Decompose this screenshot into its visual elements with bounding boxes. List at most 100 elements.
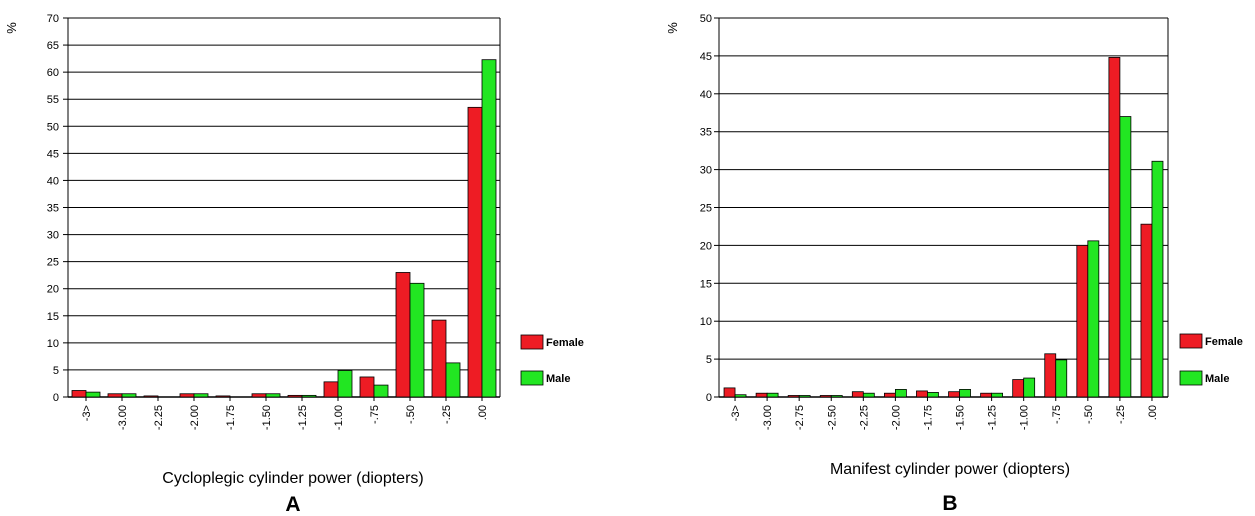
bar-male <box>1055 359 1068 398</box>
x-tick-label: -1.25 <box>297 405 309 430</box>
y-tick-label: 10 <box>700 316 712 328</box>
x-tick-label: -2.75 <box>794 405 806 430</box>
legend-swatch-female <box>1179 333 1203 349</box>
bar-female <box>1140 223 1153 398</box>
y-tick-label: 45 <box>700 51 712 63</box>
bar-female <box>287 394 303 398</box>
x-tick-label: -.75 <box>369 405 381 424</box>
bar-male <box>409 282 425 398</box>
x-axis-label: Cycloplegic cylinder power (diopters) <box>162 470 423 487</box>
bar-male <box>1087 240 1100 398</box>
bar-male <box>265 393 281 398</box>
bar-female <box>883 392 896 398</box>
bar-male <box>193 393 209 398</box>
bar-male <box>894 389 907 398</box>
x-tick-label: -2.50 <box>826 405 838 430</box>
x-tick-label: -1.25 <box>987 405 999 430</box>
bar-female <box>819 395 832 398</box>
x-tick-label: -1.00 <box>333 405 345 430</box>
bar-female <box>467 106 483 398</box>
x-tick-label: -.75 <box>1051 405 1063 424</box>
x-tick-label: -3.00 <box>117 405 129 430</box>
bar-male <box>337 370 353 398</box>
bar-male <box>830 395 843 398</box>
y-tick-label: 5 <box>706 354 712 366</box>
x-tick-label: .00 <box>1147 405 1159 420</box>
bar-female <box>143 395 159 398</box>
x-tick-label: -.25 <box>1115 405 1127 424</box>
bar-male <box>734 394 747 398</box>
bar-female <box>71 390 87 398</box>
bar-female <box>359 376 375 398</box>
y-tick-label: 10 <box>47 338 59 350</box>
y-tick-label: 40 <box>47 175 59 187</box>
y-tick-label: 50 <box>700 13 712 25</box>
bar-female <box>755 392 768 398</box>
legend-swatch-male <box>1179 370 1203 386</box>
panel-label: B <box>942 492 957 515</box>
y-tick-label: 15 <box>700 278 712 290</box>
bar-male <box>991 392 1004 398</box>
y-tick-label: 0 <box>53 392 59 404</box>
y-axis-label: % <box>665 22 680 34</box>
x-tick-label: -.50 <box>1083 405 1095 424</box>
y-tick-label: 45 <box>47 148 59 160</box>
y-tick-label: 35 <box>700 127 712 139</box>
x-tick-label: -1.50 <box>261 405 273 430</box>
bar-female <box>1044 353 1057 398</box>
bar-female <box>323 381 339 398</box>
bar-female <box>851 391 864 398</box>
legend-label-female: Female <box>546 337 584 349</box>
bar-male <box>862 392 875 398</box>
bar-male <box>798 395 811 398</box>
x-tick-label: -1.50 <box>955 405 967 430</box>
y-tick-label: 30 <box>47 230 59 242</box>
bar-male <box>445 362 461 398</box>
x-tick-label: -3> <box>81 405 93 421</box>
bar-male <box>1023 377 1036 398</box>
y-tick-label: 70 <box>47 13 59 25</box>
x-tick-label: -2.00 <box>890 405 902 430</box>
x-tick-label: -.50 <box>405 405 417 424</box>
chart-a: 0 5 10 15 20 25 30 35 40 45 50 55 60 65 70% -3> -3.00 -2.… <box>4 13 584 516</box>
y-tick-label: 20 <box>700 240 712 252</box>
y-tick-label: 20 <box>47 284 59 296</box>
x-tick-label: -3.00 <box>762 405 774 430</box>
panel-label: A <box>285 493 300 516</box>
y-tick-label: 35 <box>47 203 59 215</box>
bar-male <box>1151 160 1164 398</box>
bar-male <box>373 384 389 398</box>
x-tick-label: -2.25 <box>153 405 165 430</box>
x-tick-label: -2.00 <box>189 405 201 430</box>
bar-female <box>723 387 736 398</box>
bar-female <box>395 272 411 398</box>
bar-male <box>766 392 779 398</box>
chart-b: 0 5 10 15 20 25 30 35 40 45 50% -3> -3.00 -2.75 -2.50 -… <box>665 13 1243 515</box>
x-tick-label: -2.25 <box>858 405 870 430</box>
bar-female <box>107 393 123 398</box>
bar-female <box>251 393 267 398</box>
bar-female <box>916 390 928 398</box>
bar-male <box>927 392 939 398</box>
legend-swatch-female <box>520 334 544 350</box>
x-tick-label: -1.75 <box>922 405 934 430</box>
y-tick-label: 30 <box>700 165 712 177</box>
y-tick-label: 25 <box>47 257 59 269</box>
bar-female <box>1012 379 1025 398</box>
y-tick-label: 60 <box>47 67 59 79</box>
legend-label-male: Male <box>1205 373 1229 385</box>
bar-female <box>1076 244 1089 398</box>
bar-male <box>1119 116 1132 398</box>
x-tick-label: -.25 <box>441 405 453 424</box>
y-tick-label: 15 <box>47 311 59 323</box>
y-tick-label: 25 <box>700 203 712 215</box>
bar-female <box>1108 57 1121 398</box>
legend-swatch-male <box>520 370 544 386</box>
y-axis-label: % <box>4 22 19 34</box>
y-tick-label: 5 <box>53 365 59 377</box>
legend-label-male: Male <box>546 373 570 385</box>
bar-female <box>948 391 960 398</box>
bar-female <box>179 393 195 398</box>
x-axis-label: Manifest cylinder power (diopters) <box>830 461 1070 478</box>
